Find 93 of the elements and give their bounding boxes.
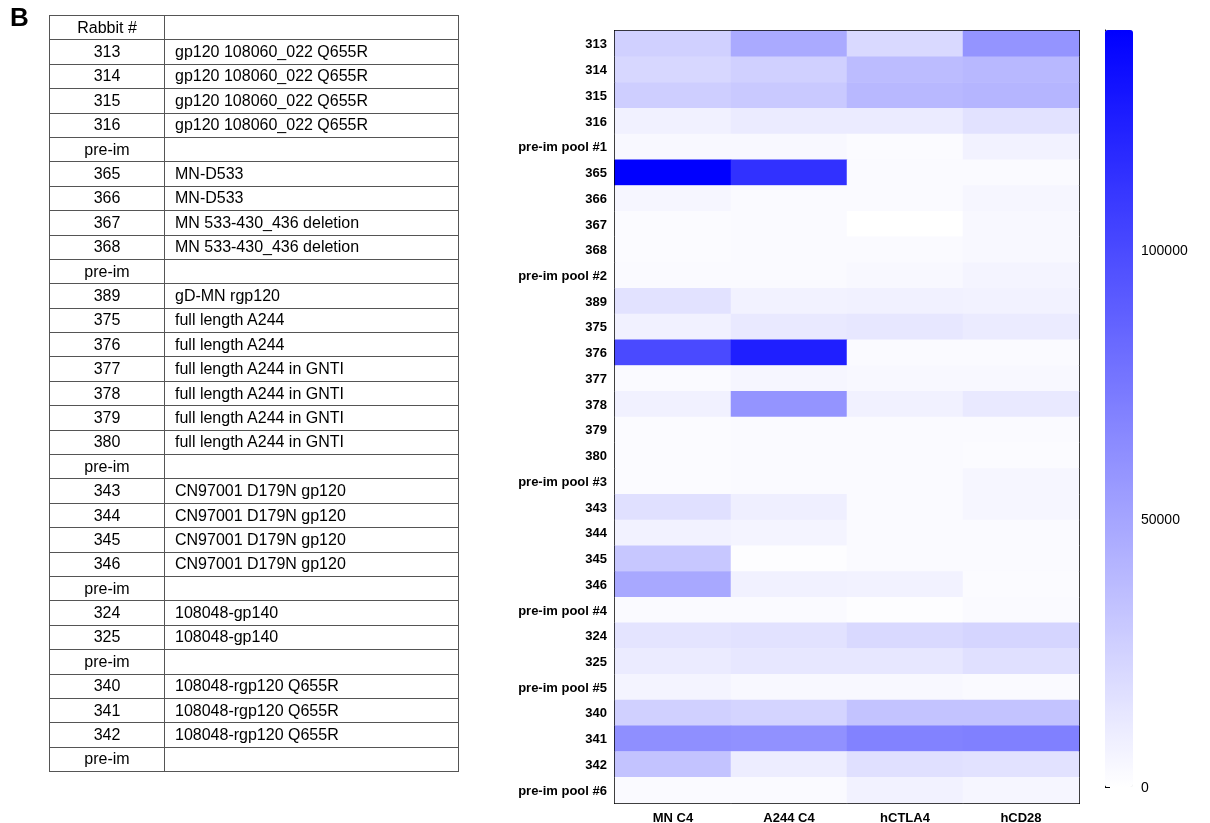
category-label: gp120 108060_022 Q655R — [175, 116, 369, 134]
y-tick-label: 313 — [585, 36, 607, 52]
y-tick-label: 324 — [585, 628, 608, 644]
y-tick-label: 368 — [585, 242, 607, 258]
y-tick-label: 376 — [585, 345, 607, 361]
y-tick-label: 367 — [585, 216, 607, 232]
y-tick-label: 365 — [585, 165, 607, 181]
x-tick-label: hCD28 — [1000, 810, 1042, 823]
category-label: 376 — [93, 335, 121, 353]
y-tick-label: 346 — [585, 576, 607, 592]
category-label: full length A244 in GNTI — [175, 408, 344, 426]
y-tick-label: 375 — [585, 319, 607, 335]
category-label: full length A244 in GNTI — [175, 384, 344, 402]
category-label: full length A244 — [175, 335, 285, 353]
category-label: pre-im — [84, 579, 130, 597]
y-tick-label: 340 — [585, 705, 607, 721]
category-label: 366 — [93, 189, 121, 207]
y-tick-label: pre-im pool #2 — [518, 267, 607, 283]
x-tick-label: MN C4 — [652, 810, 694, 823]
category-label: 108048-rgp120 Q655R — [175, 726, 339, 744]
category-label: 375 — [93, 311, 121, 329]
category-label: 365 — [93, 165, 121, 183]
category-label: pre-im — [84, 652, 130, 670]
category-label: 367 — [93, 213, 121, 231]
y-tick-label: 366 — [585, 190, 607, 206]
category-label: pre-im — [84, 750, 130, 768]
category-label: gp120 108060_022 Q655R — [175, 67, 369, 85]
category-label: gp120 108060_022 Q655R — [175, 91, 369, 109]
y-tick-label: pre-im pool #3 — [518, 473, 607, 489]
y-tick-label: pre-im pool #4 — [518, 602, 608, 618]
category-label: pre-im — [84, 262, 130, 280]
category-label: 377 — [93, 360, 121, 378]
y-tick-label: 389 — [585, 293, 607, 309]
category-label: CN97001 D179N gp120 — [175, 555, 346, 573]
category-label: MN-D533 — [175, 189, 244, 207]
category-label: 368 — [93, 238, 121, 256]
category-label: pre-im — [84, 457, 130, 475]
category-label: 324 — [93, 604, 121, 622]
y-tick-label: pre-im pool #6 — [518, 782, 607, 798]
text: B — [10, 2, 29, 33]
category-label: Rabbit # — [49, 15, 165, 40]
category-label: 314 — [93, 67, 121, 85]
y-tick-label: 342 — [585, 756, 607, 772]
color-bar-label: 0 — [1141, 779, 1149, 795]
category-label: full length A244 in GNTI — [175, 360, 344, 378]
x-tick-label: A244 C4 — [763, 810, 816, 823]
category-label: 108048-rgp120 Q655R — [175, 701, 339, 719]
category-label: full length A244 — [175, 311, 285, 329]
y-tick-label: 379 — [585, 422, 607, 438]
category-label: 340 — [93, 677, 121, 695]
y-tick-label: 343 — [585, 499, 607, 515]
category-label: 345 — [93, 530, 121, 548]
category-label: gp120 108060_022 Q655R — [175, 43, 369, 61]
y-tick-label: pre-im pool #5 — [518, 679, 607, 695]
category-label: CN97001 D179N gp120 — [175, 530, 346, 548]
category-label: MN 533-430_436 deletion — [175, 238, 360, 256]
category-label: CN97001 D179N gp120 — [175, 506, 346, 524]
category-label: 380 — [93, 433, 121, 451]
y-tick-label: 316 — [585, 113, 607, 129]
category-label: 344 — [93, 506, 121, 524]
category-label: 315 — [93, 91, 121, 109]
y-tick-label: 344 — [585, 525, 608, 541]
category-label: CN97001 D179N gp120 — [175, 482, 346, 500]
y-tick-label: pre-im pool #1 — [518, 139, 607, 155]
color-bar-label: 50000 — [1141, 510, 1181, 527]
y-tick-label: 380 — [585, 448, 607, 464]
category-label: MN 533-430_436 deletion — [175, 213, 360, 231]
category-label: gD-MN rgp120 — [175, 286, 280, 304]
y-tick-label: 377 — [585, 370, 607, 386]
category-label: 325 — [93, 628, 121, 646]
category-label: 108048-gp140 — [175, 604, 279, 622]
y-tick-label: 378 — [585, 396, 607, 412]
x-tick-label: hCTLA4 — [880, 810, 931, 823]
category-label: full length A244 in GNTI — [175, 433, 344, 451]
category-label: 108048-gp140 — [175, 628, 279, 646]
category-label: 389 — [93, 286, 121, 304]
category-label: 346 — [93, 555, 121, 573]
category-label: 316 — [93, 116, 121, 134]
category-label: pre-im — [84, 140, 130, 158]
category-label: MN-D533 — [175, 165, 244, 183]
y-tick-label: 341 — [585, 731, 607, 747]
y-tick-label: 345 — [585, 551, 607, 567]
category-label: 342 — [93, 726, 121, 744]
category-label: 313 — [93, 43, 121, 61]
category-label: 341 — [93, 701, 121, 719]
category-label: 343 — [93, 482, 121, 500]
category-label: 108048-rgp120 Q655R — [175, 677, 339, 695]
y-tick-label: 315 — [585, 87, 607, 103]
y-tick-label: 314 — [585, 62, 608, 78]
category-label: 378 — [93, 384, 121, 402]
category-label: 379 — [93, 408, 121, 426]
y-tick-label: 325 — [585, 653, 607, 669]
color-bar-label: 100000 — [1141, 242, 1188, 259]
